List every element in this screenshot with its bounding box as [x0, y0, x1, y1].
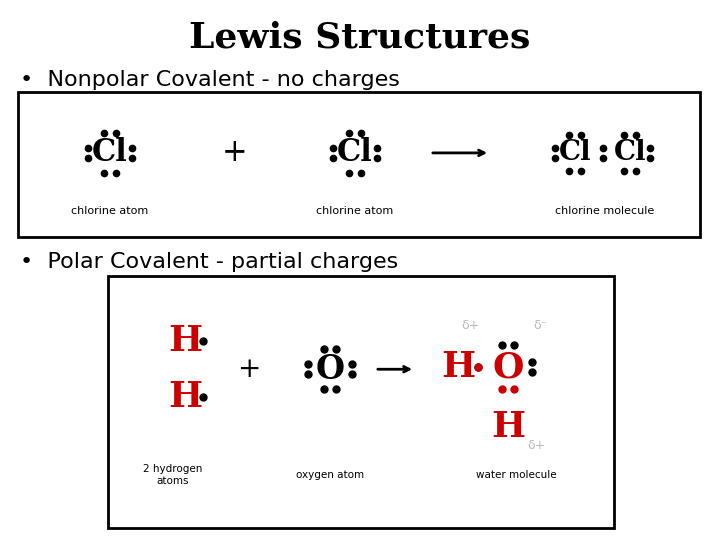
Text: chlorine atom: chlorine atom	[71, 206, 148, 216]
Text: Cl: Cl	[337, 137, 373, 168]
Bar	[108, 276, 614, 528]
Text: Cl: Cl	[559, 139, 591, 166]
Text: chlorine atom: chlorine atom	[316, 206, 394, 216]
Bar	[18, 92, 700, 237]
Text: H: H	[168, 324, 202, 358]
Text: H: H	[491, 410, 525, 444]
Text: Cl: Cl	[613, 139, 647, 166]
Text: H: H	[441, 350, 475, 384]
Text: chlorine molecule: chlorine molecule	[555, 206, 654, 216]
Text: oxygen atom: oxygen atom	[296, 470, 364, 480]
Text: δ+: δ+	[527, 438, 545, 452]
Text: 2 hydrogen
atoms: 2 hydrogen atoms	[143, 464, 203, 486]
Text: +: +	[238, 356, 261, 383]
Text: water molecule: water molecule	[476, 470, 557, 480]
Text: O: O	[492, 350, 523, 384]
Text: •  Polar Covalent - partial charges: • Polar Covalent - partial charges	[20, 252, 398, 272]
Text: •  Nonpolar Covalent - no charges: • Nonpolar Covalent - no charges	[20, 70, 400, 90]
Text: O: O	[315, 353, 344, 386]
Text: Lewis Structures: Lewis Structures	[189, 21, 531, 55]
Text: δ+: δ+	[461, 319, 479, 332]
Text: H: H	[168, 380, 202, 414]
Text: +: +	[222, 137, 248, 168]
Text: Cl: Cl	[92, 137, 128, 168]
Text: δ⁻: δ⁻	[533, 319, 547, 332]
